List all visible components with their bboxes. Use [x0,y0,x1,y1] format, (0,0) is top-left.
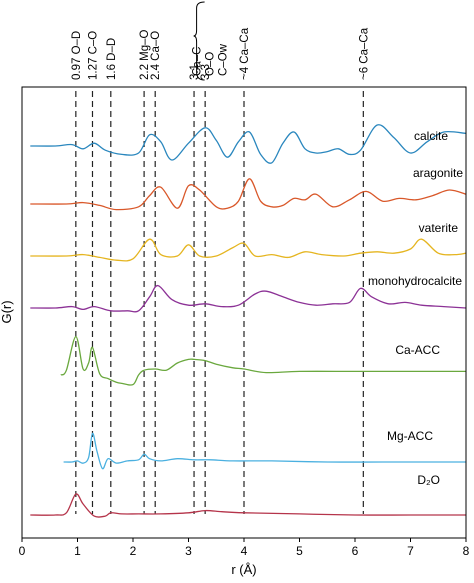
bracket-brace [193,1,205,81]
reference-line-label: 2.4 Ca–O [150,31,162,80]
series-label: calcite [414,129,448,143]
series-label: aragonite [413,166,463,180]
x-tick-label: 6 [352,544,359,558]
bracket-label: C–Ow [218,43,230,76]
series-line [30,493,466,518]
x-tick-label: 2 [130,544,137,558]
reference-line-label: 1.6 D–D [106,38,118,80]
y-axis-label: G(r) [0,300,14,323]
series-label: vaterite [419,221,459,235]
series-label: D₂O [417,473,440,487]
reference-line-label: 3.3 [200,64,212,80]
x-tick-label: 0 [19,544,26,558]
x-tick-label: 7 [407,544,414,558]
reference-line-label: 3.1 [189,64,201,80]
reference-line-label: ~4 Ca–Ca [239,27,251,80]
x-axis-ticks: 0 1 2 3 4 5 6 7 8 [19,538,470,558]
series-labels: calcite aragonite vaterite monohydrocalcite… [368,129,463,487]
bracket-annotation: Ca–C O–O C–Ow [192,1,230,81]
x-tick-label: 8 [463,544,470,558]
series-label: Mg-ACC [387,429,433,443]
series-line [30,124,467,164]
reference-line-label: ~6 Ca–Ca [358,27,370,80]
series-layer [30,124,467,518]
reference-line-label: 0.97 O–D [71,31,83,80]
x-tick-label: 4 [241,544,248,558]
x-axis-label: r (Å) [231,562,256,577]
series-line [60,335,466,386]
series-line [30,238,467,262]
reference-line-labels: 0.97 O–D 1.27 C–O 1.6 D–D 2.2 Mg–O 2.4 Ca–O 3… [71,27,370,80]
series-label: monohydrocalcite [368,274,462,288]
series-line [30,284,467,313]
series-line [30,178,467,211]
reference-lines [75,91,364,514]
x-tick-label: 1 [74,544,81,558]
x-tick-label: 5 [296,544,303,558]
bracket-label: Ca–C [192,47,204,76]
bracket-label: O–O [205,52,217,76]
series-line [63,432,466,470]
reference-line-label: 1.27 C–O [87,31,99,80]
x-tick-label: 3 [185,544,192,558]
series-label: Ca-ACC [395,343,440,357]
reference-line-label: 2.2 Mg–O [139,29,151,80]
